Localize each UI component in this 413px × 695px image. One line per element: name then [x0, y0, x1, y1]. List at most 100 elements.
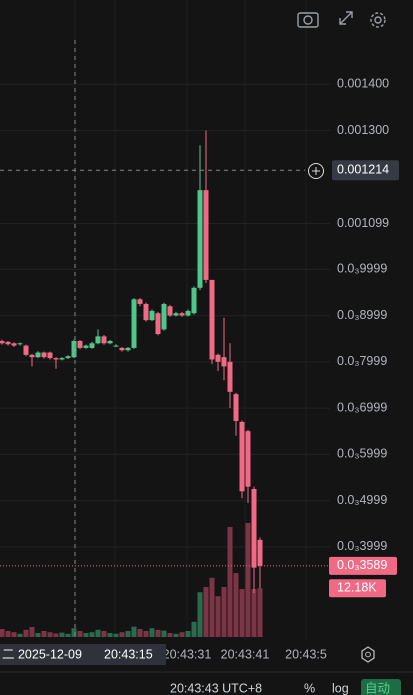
volume-bar	[167, 633, 173, 637]
volume-bar	[101, 631, 107, 637]
volume-bar	[155, 629, 161, 637]
volume-bar	[35, 633, 41, 637]
volume-bar	[233, 573, 239, 637]
crosshair-time-box	[0, 644, 166, 665]
auto-button[interactable]: 自动	[365, 681, 390, 695]
crosshair-clock: 20:43:15	[104, 647, 153, 661]
y-tick-label: 0.0₃5999	[337, 447, 387, 461]
percent-button[interactable]: %	[304, 681, 315, 695]
status-time: 20:43:43 UTC+8	[170, 681, 262, 695]
volume-bar	[17, 633, 23, 637]
volume-bar	[113, 633, 119, 637]
volume-bar	[11, 632, 17, 637]
volume-bar	[149, 628, 155, 637]
candle-body	[191, 287, 197, 314]
y-tick-label: 0.0₃6999	[337, 400, 387, 414]
candle-body	[17, 343, 23, 345]
candle-body	[77, 340, 83, 348]
candle-body	[137, 299, 143, 304]
candle-body	[89, 343, 95, 348]
volume-bar	[65, 633, 71, 637]
volume-bar	[107, 633, 113, 637]
volume-bar	[77, 631, 83, 637]
candle-body	[233, 394, 239, 421]
candle-body	[251, 488, 257, 568]
candle-body	[149, 310, 155, 321]
candle-body	[0, 340, 5, 344]
volume-bar	[47, 632, 53, 637]
candle-body	[179, 313, 185, 316]
volume-bar	[0, 629, 5, 637]
candle-body	[221, 357, 227, 367]
candle-body	[173, 313, 179, 316]
toolbar	[297, 11, 386, 28]
camera-icon[interactable]	[297, 12, 319, 28]
candle-body	[59, 358, 65, 360]
candle-body	[209, 279, 215, 360]
candle-body	[143, 303, 149, 321]
y-tick-label: 0.001300	[337, 123, 389, 137]
settings-icon[interactable]	[370, 12, 386, 28]
volume-bar	[221, 587, 227, 637]
volume-bar	[83, 633, 89, 637]
volume-bar	[185, 631, 191, 637]
crosshair-price-label: 0.001214	[337, 163, 389, 177]
volume-bar	[95, 629, 101, 637]
candle-body	[41, 352, 47, 358]
expand-icon[interactable]	[339, 11, 353, 25]
candle-body	[11, 343, 17, 346]
volume-bar	[161, 630, 167, 637]
volume-bar	[197, 592, 203, 637]
candle-body	[131, 299, 137, 348]
volume-bar	[257, 588, 263, 637]
volume-bar	[137, 629, 143, 637]
volume-bar	[239, 589, 245, 637]
x-tick-label: 20:43:41	[221, 647, 270, 661]
volume-bar	[143, 631, 149, 637]
candle-body	[5, 341, 11, 345]
volume-bar	[53, 633, 59, 637]
volume-bar	[179, 632, 185, 637]
candle-body	[245, 431, 251, 487]
candle-body	[239, 421, 245, 492]
candle-body	[65, 356, 71, 359]
volume-bar	[203, 587, 209, 637]
axis-settings-icon[interactable]	[361, 646, 375, 663]
candle-body	[167, 306, 173, 316]
y-tick-label: 0.0₃4999	[337, 493, 387, 507]
candle-body	[107, 340, 113, 344]
candle-body	[161, 303, 167, 330]
volume-bar	[245, 523, 251, 637]
candle-body	[257, 539, 263, 566]
volume-bar	[251, 589, 257, 637]
candle-body	[29, 354, 35, 358]
volume-bar	[125, 631, 131, 637]
volume-bar	[209, 577, 215, 637]
volume-bar	[191, 621, 197, 637]
candle-body	[23, 345, 29, 355]
candle-body	[155, 313, 161, 335]
last-price-box	[329, 556, 397, 575]
volume-bar	[173, 633, 179, 637]
candle-body	[227, 361, 233, 392]
last-volume-label: 12.18K	[337, 581, 377, 595]
candle-body	[71, 340, 77, 358]
x-tick-label: 20:43:31	[163, 647, 212, 661]
auto-button-bg[interactable]	[361, 679, 401, 695]
y-tick-label: 0.0₃3999	[337, 539, 387, 553]
volume-bar	[5, 631, 11, 637]
volume-bar	[215, 596, 221, 637]
y-tick-label: 0.0₃8999	[337, 308, 387, 322]
y-tick-label: 0.001400	[337, 77, 389, 91]
candle-body	[197, 190, 203, 288]
candle-body	[185, 310, 191, 316]
volume-bar	[119, 632, 125, 637]
candle-body	[203, 190, 209, 280]
volume-bar	[131, 626, 137, 637]
candle-body	[101, 336, 107, 344]
volume-bar	[59, 632, 65, 637]
plus-icon[interactable]	[308, 163, 324, 179]
last-price-label: 0.0₃3589	[337, 558, 387, 572]
log-button[interactable]: log	[332, 681, 349, 695]
